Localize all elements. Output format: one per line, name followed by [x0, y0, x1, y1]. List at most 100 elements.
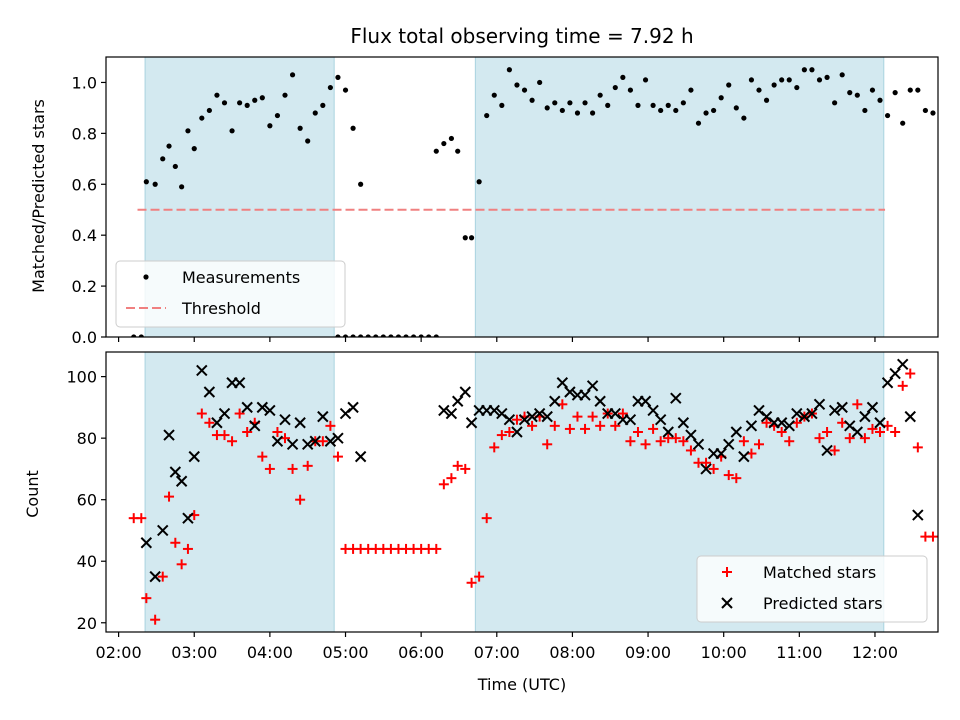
- matched-stars-point: [867, 423, 878, 434]
- top-axes-frame: [105, 56, 939, 338]
- predicted-stars-point: [203, 386, 216, 398]
- predicted-stars-point: [163, 429, 175, 441]
- measurement-point: [476, 179, 482, 185]
- measurement-point: [297, 125, 303, 131]
- matched-stars-point: [610, 420, 621, 431]
- x-tick-label: 12:00: [852, 643, 898, 662]
- measurement-point: [779, 77, 785, 83]
- predicted-stars-point: [149, 570, 161, 583]
- matched-stars-point: [527, 420, 538, 431]
- predicted-stars-point: [700, 463, 712, 475]
- predicted-stars-point: [511, 426, 523, 438]
- measurement-point: [907, 87, 913, 93]
- measurement-point: [801, 67, 807, 73]
- measurement-point: [922, 107, 928, 114]
- matched-stars-point: [317, 436, 328, 447]
- measurement-point: [605, 102, 611, 108]
- measurement-point: [259, 95, 265, 101]
- predicted-stars-point: [526, 410, 538, 423]
- predicted-stars-point: [874, 417, 886, 429]
- measurement-point: [544, 105, 550, 111]
- matched-stars-point: [640, 439, 651, 450]
- matched-stars-point: [564, 423, 575, 434]
- measurement-point: [350, 125, 356, 131]
- predicted-stars-point: [670, 392, 682, 404]
- matched-stars-point: [701, 457, 712, 468]
- measurement-point: [930, 110, 936, 116]
- matched-stars-point: [466, 577, 477, 588]
- measurement-point: [900, 120, 906, 126]
- matched-stars-point: [784, 436, 795, 447]
- matched-stars-point: [257, 451, 268, 462]
- matched-stars-point: [738, 436, 749, 447]
- predicted-stars-point: [169, 466, 182, 478]
- predicted-stars-point: [730, 426, 743, 438]
- legend-matched-swatch: [722, 567, 732, 577]
- measurement-point: [537, 79, 543, 86]
- predicted-stars-point: [624, 413, 637, 426]
- bottom-y-tick-label: 80: [77, 429, 97, 448]
- x-tick-label: 10:00: [701, 643, 747, 662]
- predicted-stars-point: [452, 395, 464, 407]
- measurement-point: [514, 82, 520, 88]
- measurement-point: [312, 110, 318, 116]
- matched-stars-point: [141, 593, 152, 604]
- measurement-point: [816, 77, 823, 83]
- measurement-point: [892, 90, 898, 96]
- chart-title: Flux total observing time = 7.92 h: [350, 24, 693, 48]
- measurement-point: [206, 107, 212, 114]
- measurement-point: [559, 107, 565, 114]
- matched-stars-point: [481, 513, 492, 524]
- matched-stars-point: [905, 368, 916, 379]
- matched-stars-point: [875, 427, 886, 437]
- measurement-point: [441, 140, 447, 147]
- predicted-stars-point: [813, 398, 826, 411]
- predicted-stars-point: [445, 407, 458, 420]
- measurement-point: [350, 334, 356, 337]
- matched-stars-point: [136, 513, 147, 524]
- matched-stars-point: [504, 427, 515, 437]
- matched-stars-point: [753, 439, 764, 450]
- top-shaded-interval: [474, 57, 885, 337]
- matched-stars-point: [460, 463, 471, 474]
- matched-stars-point: [572, 411, 583, 422]
- measurement-point: [152, 181, 158, 187]
- bottom-axes-frame: [105, 351, 939, 633]
- predicted-stars-point: [723, 438, 735, 451]
- x-tick-label: 06:00: [398, 643, 444, 662]
- measurement-point: [771, 82, 777, 88]
- measurement-point: [499, 102, 505, 108]
- predicted-stars-point: [836, 401, 848, 414]
- measurement-point: [282, 92, 288, 98]
- matched-stars-point: [632, 427, 643, 437]
- top-y-tick-label: 0.0: [72, 328, 97, 347]
- x-tick-label: 09:00: [625, 643, 671, 662]
- measurement-point: [862, 107, 868, 114]
- measurement-point: [567, 100, 573, 106]
- x-tick-label: 02:00: [96, 643, 142, 662]
- predicted-stars-point: [639, 395, 652, 407]
- x-tick-label: 03:00: [171, 643, 217, 662]
- measurement-point: [305, 138, 311, 144]
- measurement-point: [506, 67, 512, 73]
- measurement-point: [650, 102, 656, 108]
- measurement-point: [726, 82, 732, 88]
- matched-stars-point: [580, 423, 591, 434]
- measurement-point: [229, 128, 235, 134]
- predicted-stars-point: [851, 426, 864, 438]
- matched-stars-point: [438, 479, 449, 490]
- measurement-point: [179, 184, 185, 190]
- predicted-stars-point: [459, 386, 471, 398]
- predicted-stars-point: [662, 426, 674, 438]
- predicted-stars-point: [317, 410, 329, 423]
- measurement-point: [418, 334, 424, 337]
- measurement-point: [410, 334, 417, 337]
- measurement-point: [582, 100, 588, 106]
- matched-stars-point: [431, 543, 442, 554]
- measurement-point: [673, 107, 679, 114]
- measurement-point: [237, 100, 243, 106]
- matched-stars-point: [670, 433, 681, 444]
- predicted-stars-point: [188, 450, 200, 463]
- matched-stars-point: [234, 408, 245, 419]
- predicted-stars-point: [157, 524, 169, 537]
